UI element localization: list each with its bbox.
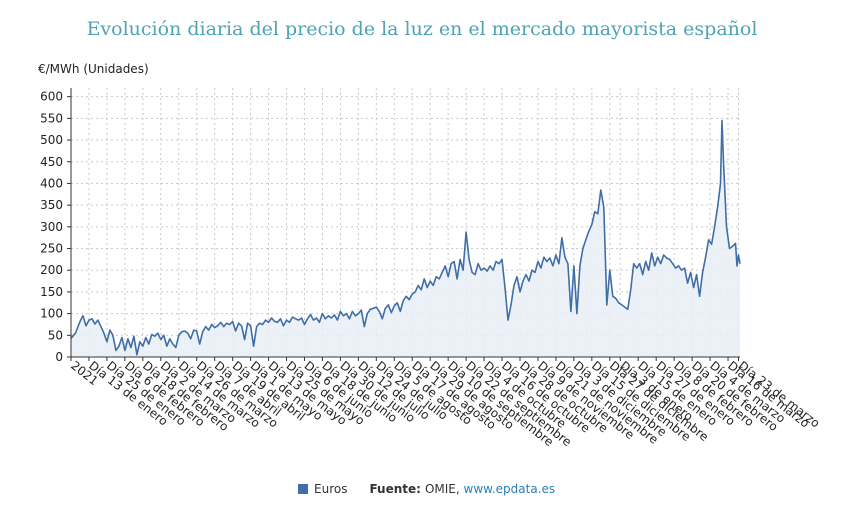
source-label: Fuente:: [369, 482, 421, 496]
y-axis-unit-label: €/MWh (Unidades): [38, 62, 149, 76]
y-tick-label-2: 100: [40, 307, 63, 321]
y-tick-label-7: 350: [40, 198, 63, 212]
area-fill-layer: [71, 120, 740, 357]
y-tick-label-5: 250: [40, 242, 63, 256]
y-tick-label-10: 500: [40, 133, 63, 147]
series-area-euros: [71, 120, 740, 357]
y-tick-label-6: 300: [40, 220, 63, 234]
y-tick-label-8: 400: [40, 176, 63, 190]
y-tick-label-0: 0: [55, 350, 63, 364]
y-tick-label-1: 50: [48, 328, 63, 342]
legend-swatch-euros: [298, 484, 308, 494]
chart-title: Evolución diaria del precio de la luz en…: [86, 18, 758, 40]
series-line-layer: [70, 119, 741, 356]
legend-label-euros: Euros: [314, 482, 348, 496]
y-tick-label-4: 200: [40, 263, 63, 277]
y-tick-labels: 0 50 100 150 200 250 300 350 400 450 500 550 600: [40, 90, 71, 364]
y-tick-label-3: 150: [40, 285, 63, 299]
source-text: OMIE,: [424, 482, 460, 496]
legend: Euros Fuente: OMIE, www.epdata.es: [298, 482, 555, 496]
source-link[interactable]: www.epdata.es: [463, 482, 556, 496]
y-tick-label-12: 600: [40, 90, 63, 104]
y-tick-label-11: 550: [40, 111, 63, 125]
series-line-euros: [70, 119, 741, 356]
y-tick-label-9: 450: [40, 155, 63, 169]
axes: [70, 88, 740, 358]
